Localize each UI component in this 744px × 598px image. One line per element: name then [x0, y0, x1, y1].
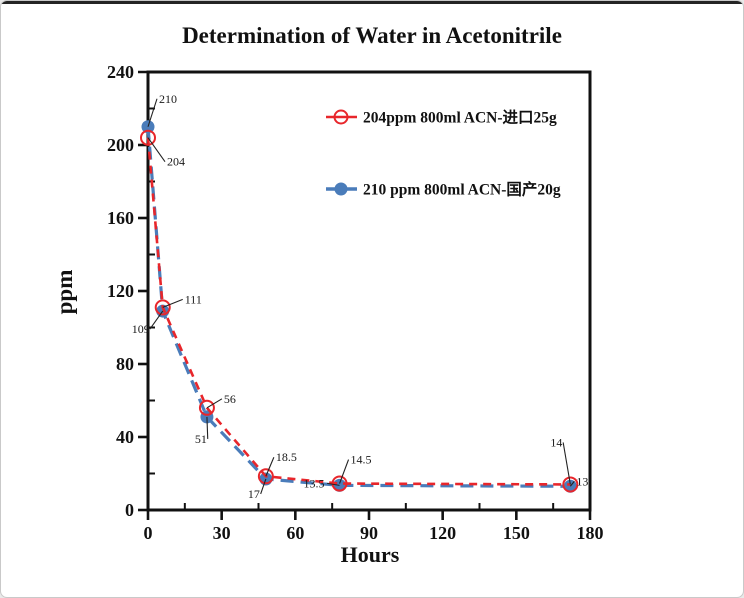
x-axis-title: Hours — [340, 542, 400, 567]
x-axis-tick-label: 120 — [429, 523, 456, 543]
data-point-marker — [140, 129, 156, 146]
y-axis-tick-label: 120 — [107, 281, 134, 301]
data-point-label: 51 — [195, 432, 207, 446]
top-border-line — [1, 1, 743, 4]
data-point-leader-line — [339, 459, 350, 484]
data-point-label: 56 — [224, 392, 236, 406]
x-axis-tick-label: 90 — [360, 523, 378, 543]
legend-item: 210 ppm 800ml ACN-国产20g — [326, 180, 561, 199]
x-axis-tick-label: 60 — [286, 523, 304, 543]
y-axis-tick-label: 240 — [107, 62, 134, 82]
chart-title: Determination of Water in Acetonitrile — [182, 23, 562, 48]
y-axis-tick-label: 160 — [107, 208, 134, 228]
legend: 204ppm 800ml ACN-进口25g 210 ppm 800ml ACN-… — [326, 109, 561, 199]
data-point-leader-line — [562, 442, 571, 485]
data-point-leader-line — [162, 298, 183, 308]
legend-item: 204ppm 800ml ACN-进口25g — [326, 109, 557, 127]
legend-label: 204ppm 800ml ACN-进口25g — [363, 109, 557, 127]
data-point-marker — [562, 476, 579, 493]
data-point-label: 210 — [159, 92, 177, 106]
legend-marker — [333, 109, 349, 125]
y-axis-tick-label: 80 — [116, 354, 134, 374]
data-point-label: 204 — [167, 155, 185, 169]
data-point-leader-line — [206, 398, 223, 409]
data-point-label: 18.5 — [276, 450, 297, 464]
data-point-leader-line — [265, 457, 275, 477]
x-axis-tick-label: 0 — [144, 523, 153, 543]
y-axis-tick-label: 200 — [107, 135, 134, 155]
data-point-leader-line — [327, 482, 340, 486]
data-point-label: 14 — [550, 435, 562, 449]
data-point-marker — [257, 468, 274, 485]
data-point-marker — [331, 475, 348, 492]
legend-marker — [334, 182, 348, 196]
series-line-0 — [146, 137, 571, 486]
data-point-label: 14.5 — [351, 453, 372, 467]
x-axis-tick-label: 30 — [213, 523, 231, 543]
data-point-label: 13 — [576, 474, 588, 488]
data-point-marker — [198, 399, 215, 416]
data-point-leader-line — [147, 137, 166, 163]
data-point-leader-line — [569, 480, 575, 487]
y-axis-tick-label: 40 — [116, 427, 134, 447]
legend-label: 210 ppm 800ml ACN-国产20g — [363, 180, 561, 199]
data-point-label: 17 — [248, 487, 260, 501]
y-axis-tick-label: 0 — [125, 500, 134, 520]
data-point-label: 111 — [185, 292, 202, 306]
series-line-1 — [146, 126, 571, 488]
data-point-leader-line — [147, 98, 158, 127]
data-point-label: 13.5 — [304, 476, 325, 490]
data-point-label: 109 — [132, 322, 150, 336]
data-point-leader-line — [260, 478, 267, 495]
data-point-marker — [154, 299, 171, 316]
plot-frame — [146, 70, 592, 512]
x-axis-tick-label: 180 — [577, 523, 604, 543]
data-point-leader-line — [206, 416, 209, 439]
data-point-leader-line — [149, 310, 164, 330]
x-axis-tick-label: 150 — [503, 523, 530, 543]
